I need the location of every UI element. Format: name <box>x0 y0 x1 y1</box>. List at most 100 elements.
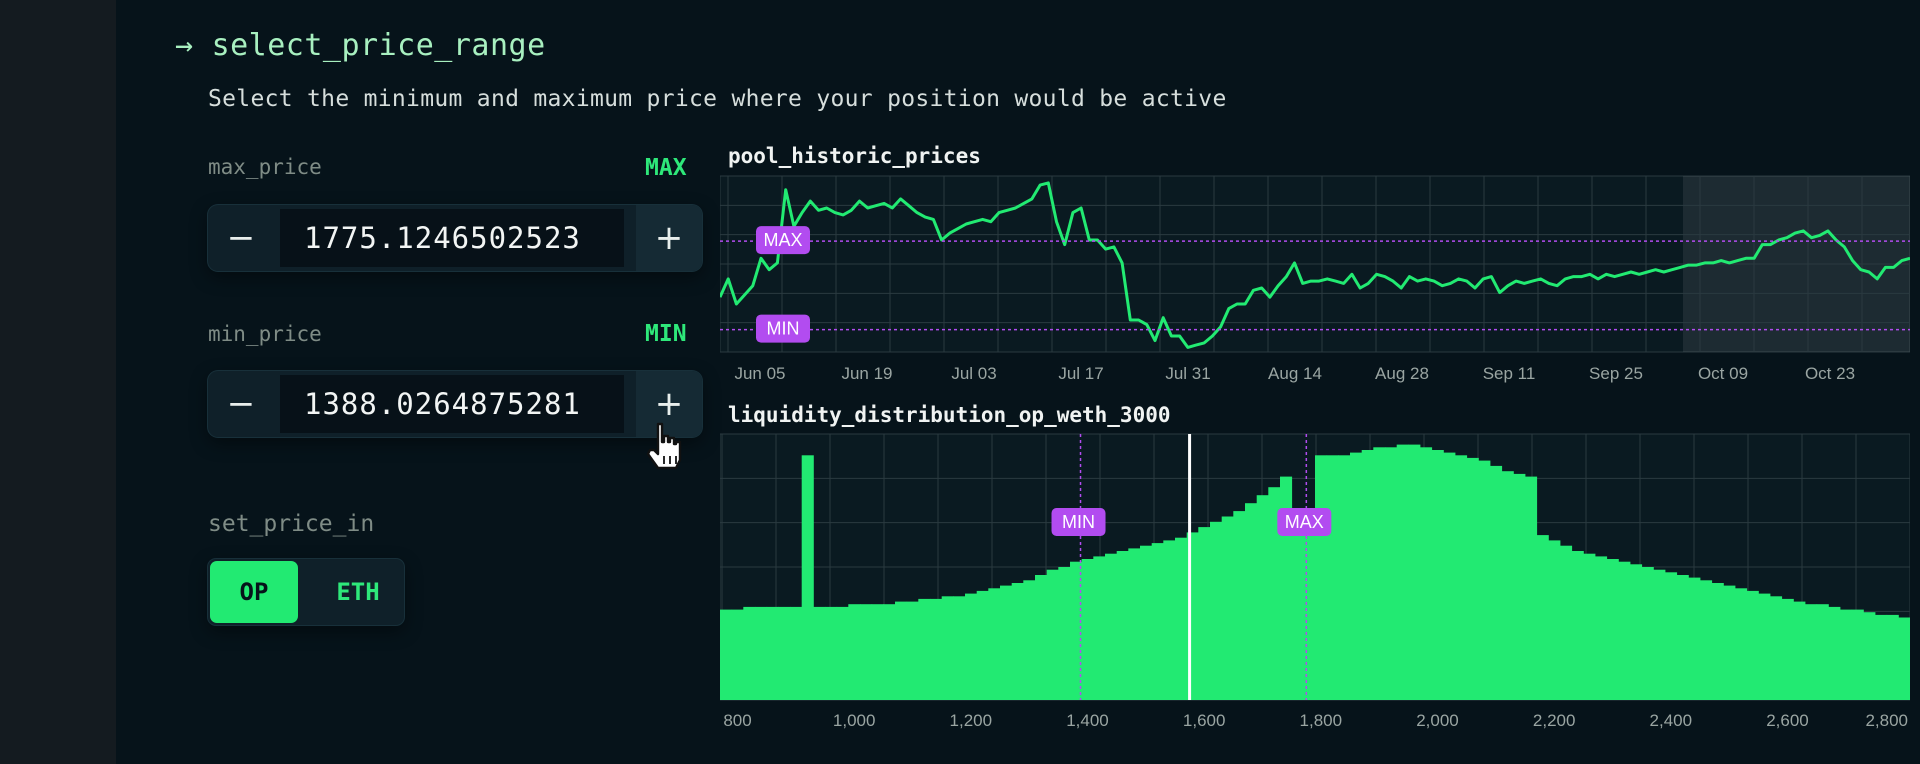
liquidity-bar <box>1583 553 1596 700</box>
liquidity-bar <box>1618 561 1631 700</box>
svg-text:MIN: MIN <box>767 319 800 339</box>
liquidity-bar <box>1758 593 1771 700</box>
liquidity-bar <box>720 609 733 700</box>
liquidity-bar <box>1571 551 1584 700</box>
liquidity-bar <box>930 598 943 700</box>
liquidity-bar <box>1478 460 1491 700</box>
x-tick-label: 1,200 <box>950 711 993 730</box>
liquidity-bar <box>976 590 989 700</box>
liquidity-bar <box>1840 609 1853 700</box>
x-tick-label: 2,600 <box>1766 711 1809 730</box>
x-tick-label: Oct 23 <box>1805 364 1855 383</box>
min-price-decrement-button[interactable]: − <box>226 384 256 424</box>
x-tick-label: 1,600 <box>1183 711 1226 730</box>
liquidity-bar <box>1326 455 1339 700</box>
liquidity-bar <box>1000 585 1013 700</box>
max-price-input[interactable] <box>280 209 624 267</box>
liquidity-bar <box>1268 487 1281 700</box>
liquidity-bar <box>1641 567 1654 700</box>
min-price-increment-button[interactable]: + <box>636 371 702 437</box>
liquidity-bar <box>1536 535 1549 700</box>
arrow-right-icon: → <box>175 28 194 63</box>
liquidity-bar <box>836 606 849 700</box>
price-unit-toggle: OP ETH <box>208 559 404 625</box>
liquidity-bar <box>1490 465 1503 700</box>
min-price-stepper: − + <box>208 371 702 437</box>
liquidity-bar <box>1385 447 1398 700</box>
liquidity-bar <box>1560 545 1573 700</box>
liquidity-bar <box>860 604 873 700</box>
x-tick-label: Jul 17 <box>1058 364 1103 383</box>
liquidity-bar <box>1198 527 1211 700</box>
liquidity-bar <box>1011 583 1024 700</box>
liquidity-bar <box>1221 516 1234 700</box>
x-tick-label: Jun 05 <box>734 364 785 383</box>
liquidity-bar <box>918 598 931 700</box>
liquidity-bar <box>1291 524 1304 700</box>
liquidity-bar <box>1058 567 1071 700</box>
liquidity-bar <box>1466 457 1479 700</box>
min-price-tag: MIN <box>645 321 687 347</box>
liquidity-bar <box>1711 583 1724 700</box>
section-subtitle: Select the minimum and maximum price whe… <box>208 86 1227 112</box>
liquidity-bar <box>825 606 838 700</box>
toggle-option-eth[interactable]: ETH <box>336 578 380 606</box>
liquidity-bar <box>1886 614 1899 700</box>
liquidity-bar <box>988 588 1001 700</box>
liquidity-bar <box>1035 575 1048 700</box>
x-tick-label: 1,000 <box>833 711 876 730</box>
liquidity-bar <box>1361 450 1374 700</box>
x-tick-label: Oct 09 <box>1698 364 1748 383</box>
x-tick-label: 800 <box>723 711 751 730</box>
svg-text:MIN: MIN <box>1062 512 1095 532</box>
liquidity-bar <box>1373 447 1386 700</box>
toggle-option-op[interactable]: OP <box>210 561 298 623</box>
set-price-in-label: set_price_in <box>208 511 375 537</box>
liquidity-bar <box>1653 569 1666 700</box>
marker-label-min: MIN <box>1051 508 1106 536</box>
liquidity-bar <box>1455 455 1468 700</box>
liquidity-bar <box>1175 537 1188 700</box>
liquidity-bar <box>1676 575 1689 700</box>
liquidity-bar <box>953 596 966 700</box>
liquidity-distribution-chart: MIN MAX 800 1,000 1,200 1,400 1,600 1,800 2,000 2… <box>720 433 1910 730</box>
liquidity-bar <box>871 604 884 700</box>
liquidity-bar <box>778 606 791 700</box>
liquidity-bar <box>883 604 896 700</box>
x-tick-label: 2,400 <box>1650 711 1693 730</box>
left-rail <box>0 0 116 764</box>
svg-text:MAX: MAX <box>1285 512 1324 532</box>
liquidity-bar <box>1525 476 1538 700</box>
x-tick-label: Aug 28 <box>1375 364 1429 383</box>
liquidity-bar <box>1688 577 1701 700</box>
section-title-text: select_price_range <box>211 28 546 63</box>
liquidity-bar <box>1501 471 1514 700</box>
min-price-label: min_price <box>208 322 322 346</box>
max-price-decrement-button[interactable]: − <box>226 218 256 258</box>
min-price-input[interactable] <box>280 375 624 433</box>
liquidity-bar <box>1746 590 1759 700</box>
liquidity-bar <box>1816 604 1829 700</box>
x-tick-label: 1,800 <box>1300 711 1343 730</box>
liquidity-bar <box>1548 540 1561 700</box>
x-tick-label: Jul 03 <box>951 364 996 383</box>
liquidity-bar <box>1793 601 1806 700</box>
liquidity-bar <box>1256 495 1269 700</box>
historic-prices-chart: MAX MIN Jun 05 Jun 19 Jul 03 Jul 17 Jul 31 Aug … <box>720 175 1910 383</box>
max-price-increment-button[interactable]: + <box>636 205 702 271</box>
marker-label-min: MIN <box>756 314 810 343</box>
liquidity-bar <box>1770 596 1783 700</box>
liquidity-bar <box>848 604 861 700</box>
historic-prices-title: pool_historic_prices <box>728 144 981 168</box>
marker-label-max: MAX <box>1277 508 1332 536</box>
liquidity-bar <box>1781 598 1794 700</box>
liquidity-bar <box>1630 564 1643 700</box>
liquidity-bar <box>965 593 978 700</box>
liquidity-bar <box>1595 556 1608 700</box>
liquidity-bar <box>1046 569 1059 700</box>
liquidity-bar <box>1093 556 1106 700</box>
liquidity-bar <box>790 606 803 700</box>
liquidity-bar <box>1116 551 1129 700</box>
liquidity-bar <box>1700 580 1713 700</box>
liquidity-bar <box>1105 553 1118 700</box>
